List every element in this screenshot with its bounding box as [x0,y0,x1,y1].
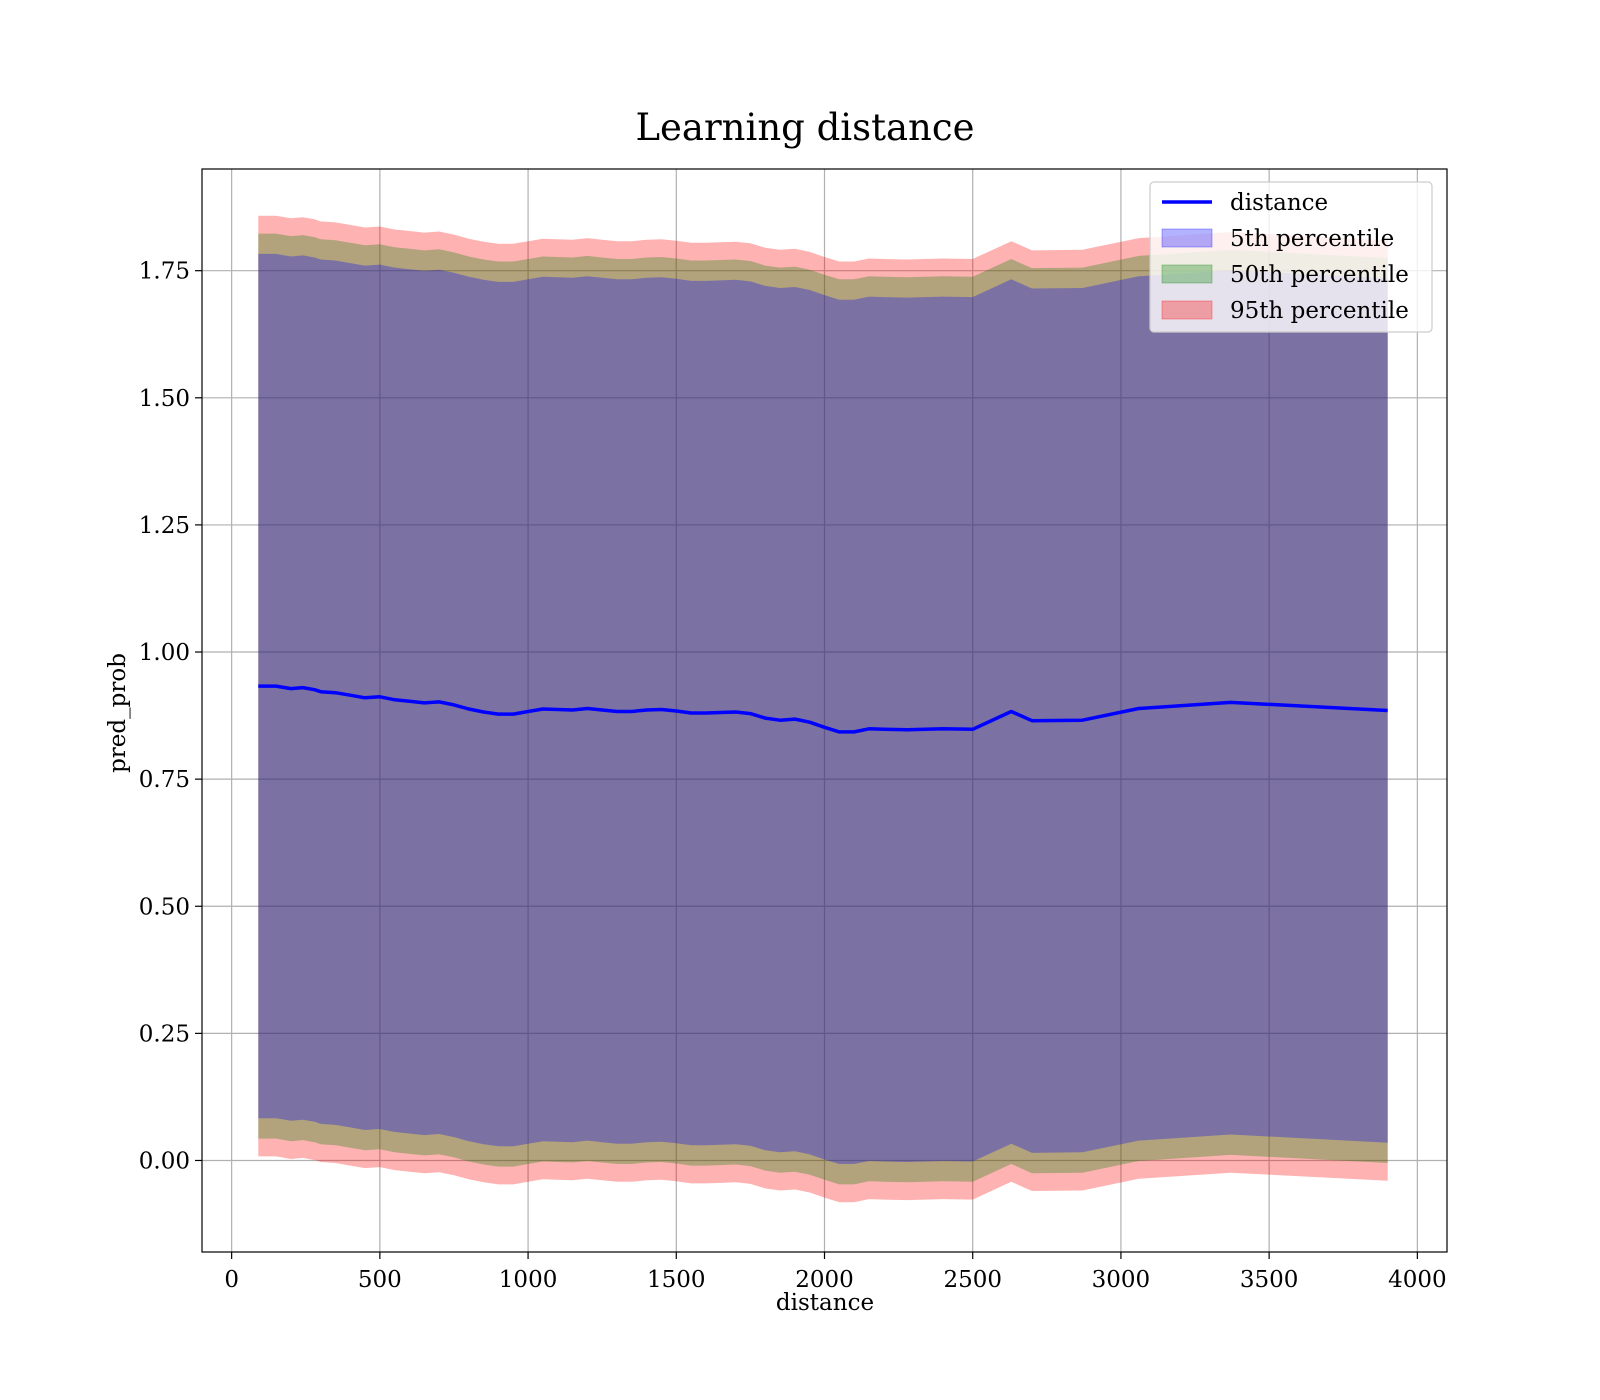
band-5th-percentile [258,253,1388,1164]
y-tick-label: 0.75 [139,767,190,793]
x-axis-label: distance [776,1290,874,1316]
x-tick-label: 1000 [499,1267,558,1293]
band-95th-percentile [258,215,1388,1203]
x-tick-label: 3500 [1240,1267,1299,1293]
line-series [258,684,1388,734]
x-tick-label: 2500 [943,1267,1002,1293]
legend-label: 5th percentile [1230,226,1394,252]
axis-ticks: 0 500 1000 1500 2000 2500 3000 3500 4000 0.00 0.25… [139,259,1447,1293]
legend-swatch [1161,300,1213,320]
y-tick-label: 1.25 [139,513,190,539]
legend: distance 5th percentile 50th percentile 95t… [1149,181,1433,333]
legend-label: 95th percentile [1230,298,1409,324]
legend-label: distance [1230,190,1328,216]
legend-box [1149,181,1433,333]
x-tick-label: 0 [224,1267,239,1293]
band-50th-percentile [258,233,1388,1185]
percentile-bands [258,215,1388,1203]
legend-swatch [1161,264,1213,284]
x-tick-label: 3000 [1092,1267,1151,1293]
y-tick-label: 1.00 [139,640,190,666]
x-tick-label: 2000 [795,1267,854,1293]
y-axis-label: pred_prob [105,653,131,773]
y-tick-label: 1.75 [139,259,190,285]
y-tick-label: 1.50 [139,386,190,412]
grid [202,169,1447,1252]
x-tick-label: 500 [358,1267,402,1293]
legend-label: 50th percentile [1230,262,1409,288]
y-tick-label: 0.00 [139,1148,190,1174]
legend-swatch [1161,228,1213,248]
y-tick-label: 0.50 [139,894,190,920]
x-tick-label: 1500 [647,1267,706,1293]
x-tick-label: 4000 [1388,1267,1447,1293]
y-tick-label: 0.25 [139,1021,190,1047]
chart-title: Learning distance [635,106,974,149]
line-distance [258,684,1388,734]
